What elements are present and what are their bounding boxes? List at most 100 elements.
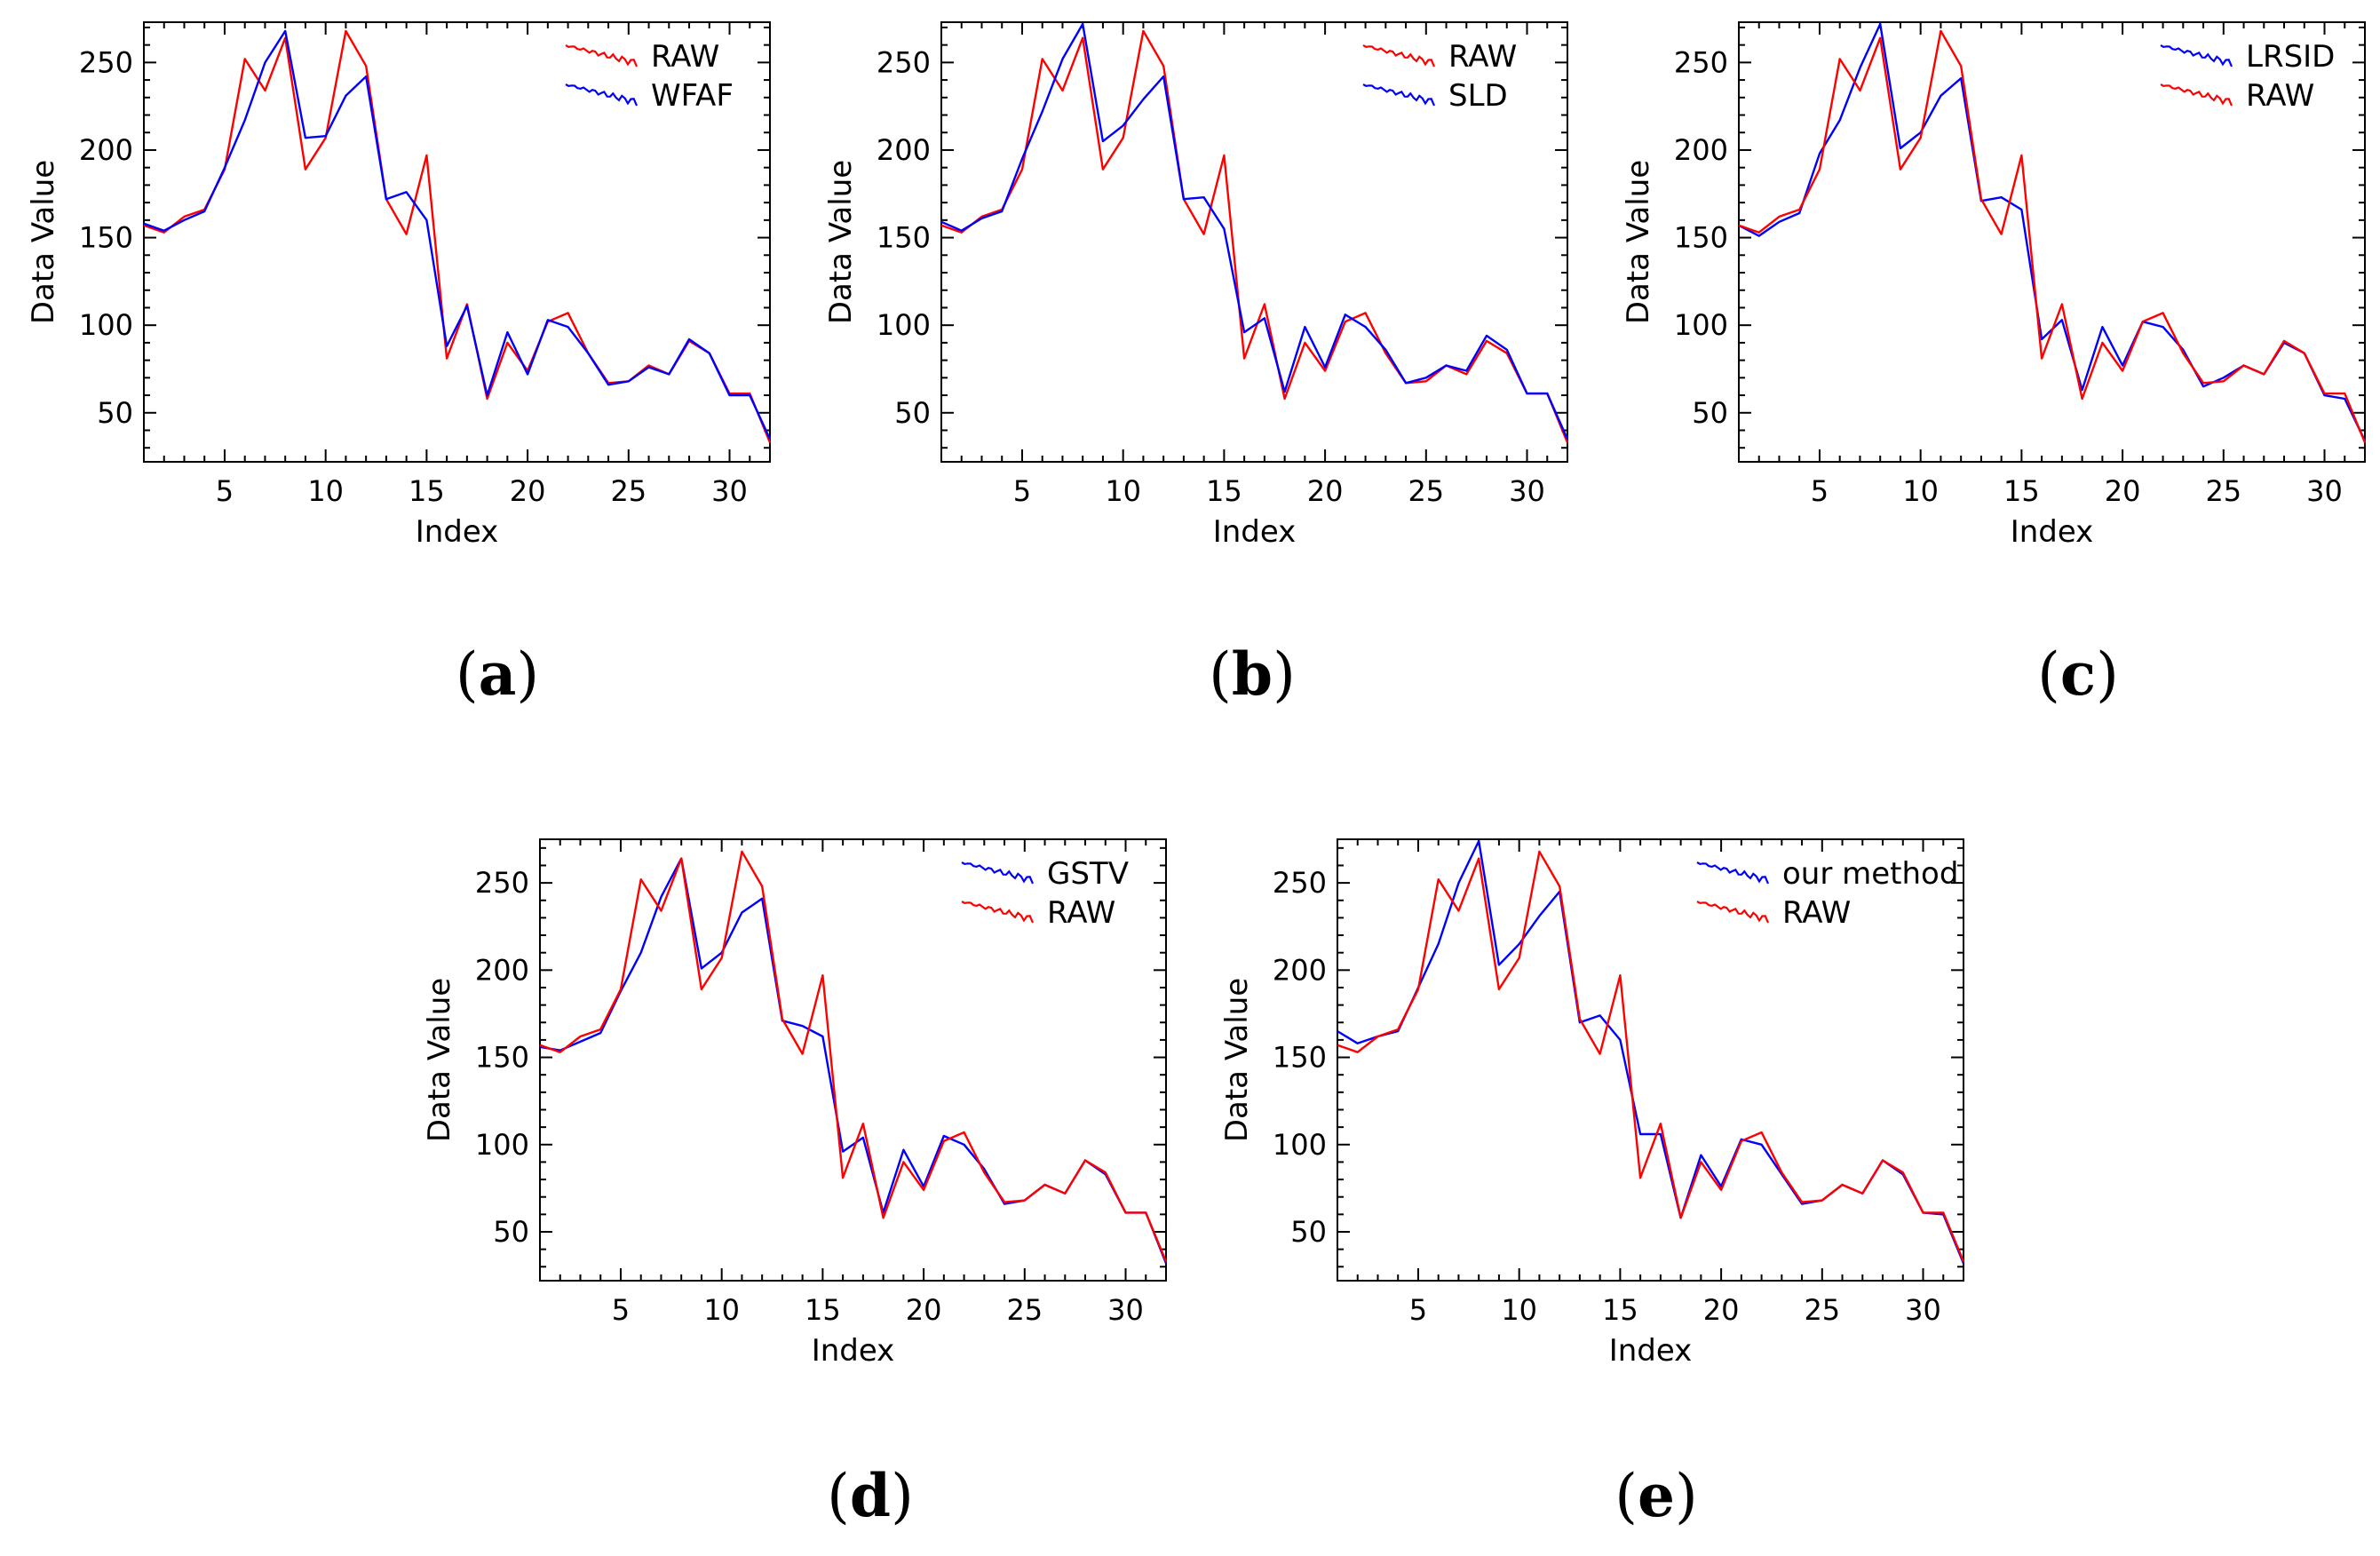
x-axis-label: Index <box>2011 514 2094 550</box>
plot-frame <box>143 21 771 463</box>
x-tick-label: 5 <box>1013 474 1031 508</box>
y-tick-label: 50 <box>894 396 931 430</box>
x-tick-label: 5 <box>216 474 234 508</box>
plot-frame <box>539 838 1167 1282</box>
legend-label: WFAF <box>651 78 734 114</box>
x-tick-label: 25 <box>1408 474 1444 508</box>
y-tick-label: 200 <box>1674 133 1728 167</box>
x-tick-label: 20 <box>2105 474 2141 508</box>
x-tick-label: 10 <box>1902 474 1939 508</box>
legend-label: RAW <box>1782 895 1851 931</box>
legend-swatch <box>1362 44 1436 67</box>
x-tick-label: 30 <box>2306 474 2343 508</box>
y-tick-label: 200 <box>877 133 931 167</box>
series-line-raw <box>539 850 1168 1262</box>
panel-caption-a: (a) <box>455 639 540 709</box>
legend-label: RAW <box>651 39 719 75</box>
y-tick-label: 100 <box>1273 1128 1327 1162</box>
x-tick-label: 15 <box>409 474 445 508</box>
legend-label: RAW <box>1448 39 1517 75</box>
x-tick-label: 20 <box>1307 474 1344 508</box>
y-tick-label: 50 <box>97 396 133 430</box>
x-tick-label: 25 <box>1804 1293 1840 1327</box>
x-tick-label: 10 <box>703 1293 740 1327</box>
legend-swatch <box>961 901 1035 924</box>
y-tick-label: 200 <box>1273 953 1327 987</box>
chart-e: 5 10 15 20 25 30 50 100 150 200 250 Index Data Value… <box>1219 838 1965 1369</box>
x-tick-label: 5 <box>1409 1293 1427 1327</box>
x-tick-label: 5 <box>1811 474 1829 508</box>
x-axis-label: Index <box>416 514 499 550</box>
legend-label: LRSID <box>2246 39 2335 75</box>
legend-swatch <box>1696 861 1770 885</box>
y-tick-label: 50 <box>493 1215 529 1249</box>
legend-label: GSTV <box>1047 856 1129 892</box>
x-axis-label: Index <box>1213 514 1297 550</box>
plot-frame <box>1337 838 1964 1282</box>
x-tick-label: 10 <box>1501 1293 1537 1327</box>
x-tick-label: 25 <box>1006 1293 1043 1327</box>
chart-a: 5 10 15 20 25 30 50 100 150 200 250 Index Data Value… <box>26 21 772 550</box>
legend-label: our method <box>1782 856 1958 892</box>
x-tick-label: 20 <box>906 1293 942 1327</box>
x-tick-label: 15 <box>805 1293 841 1327</box>
x-tick-label: 15 <box>1602 1293 1638 1327</box>
y-tick-label: 100 <box>475 1128 529 1162</box>
panel-caption-d: (d) <box>827 1461 914 1530</box>
x-tick-label: 30 <box>1905 1293 1941 1327</box>
panel-caption-b-label: b <box>1231 639 1273 709</box>
x-tick-label: 10 <box>307 474 344 508</box>
y-tick-label: 50 <box>1290 1215 1327 1249</box>
series-line-sld <box>940 22 1569 440</box>
panel-caption-a-label: a <box>478 639 517 709</box>
x-tick-label: 15 <box>2003 474 2040 508</box>
y-tick-label: 50 <box>1692 396 1728 430</box>
x-tick-label: 5 <box>612 1293 630 1327</box>
y-tick-label: 250 <box>877 45 931 79</box>
series-line-raw <box>940 29 1569 443</box>
x-axis-label: Index <box>1609 1333 1693 1369</box>
legend-swatch <box>2160 83 2233 107</box>
legend-swatch <box>2160 44 2233 67</box>
panel-caption-b: (b) <box>1209 639 1296 709</box>
y-tick-label: 150 <box>475 1041 529 1075</box>
x-tick-label: 15 <box>1206 474 1242 508</box>
y-tick-label: 150 <box>1273 1041 1327 1075</box>
x-tick-label: 10 <box>1105 474 1141 508</box>
panel-caption-e: (e) <box>1614 1461 1698 1530</box>
legend-label: RAW <box>1047 895 1115 931</box>
y-tick-label: 250 <box>475 866 529 900</box>
legend-swatch <box>961 861 1035 885</box>
x-tick-label: 20 <box>510 474 546 508</box>
y-tick-label: 150 <box>1674 221 1728 255</box>
chart-b: 5 10 15 20 25 30 50 100 150 200 250 Index Data Value… <box>823 21 1569 550</box>
y-tick-label: 250 <box>79 45 133 79</box>
y-tick-label: 150 <box>79 221 133 255</box>
x-tick-label: 25 <box>610 474 647 508</box>
series-line-our-method <box>1337 839 1965 1264</box>
panel-caption-c: (c) <box>2037 639 2119 709</box>
legend-swatch <box>1362 83 1436 107</box>
y-axis-label: Data Value <box>1621 160 1656 324</box>
y-tick-label: 250 <box>1674 45 1728 79</box>
panel-caption-e-label: e <box>1638 1461 1675 1530</box>
x-tick-label: 25 <box>2205 474 2241 508</box>
y-tick-label: 200 <box>79 133 133 167</box>
y-axis-label: Data Value <box>823 160 859 324</box>
legend-label: SLD <box>1448 78 1508 114</box>
plot-frame <box>940 21 1568 463</box>
legend-swatch <box>565 44 639 67</box>
y-axis-label: Data Value <box>422 978 457 1142</box>
y-tick-label: 200 <box>475 953 529 987</box>
x-tick-label: 30 <box>711 474 748 508</box>
y-tick-label: 150 <box>877 221 931 255</box>
chart-c: 5 10 15 20 25 30 50 100 150 200 250 Index Data Value… <box>1621 21 2367 550</box>
y-tick-label: 100 <box>877 308 931 342</box>
y-axis-label: Data Value <box>1219 978 1255 1142</box>
x-tick-label: 30 <box>1509 474 1545 508</box>
y-axis-label: Data Value <box>26 160 61 324</box>
y-tick-label: 100 <box>1674 308 1728 342</box>
series-line-raw <box>1337 850 1965 1262</box>
series-line-wfaf <box>143 29 772 440</box>
